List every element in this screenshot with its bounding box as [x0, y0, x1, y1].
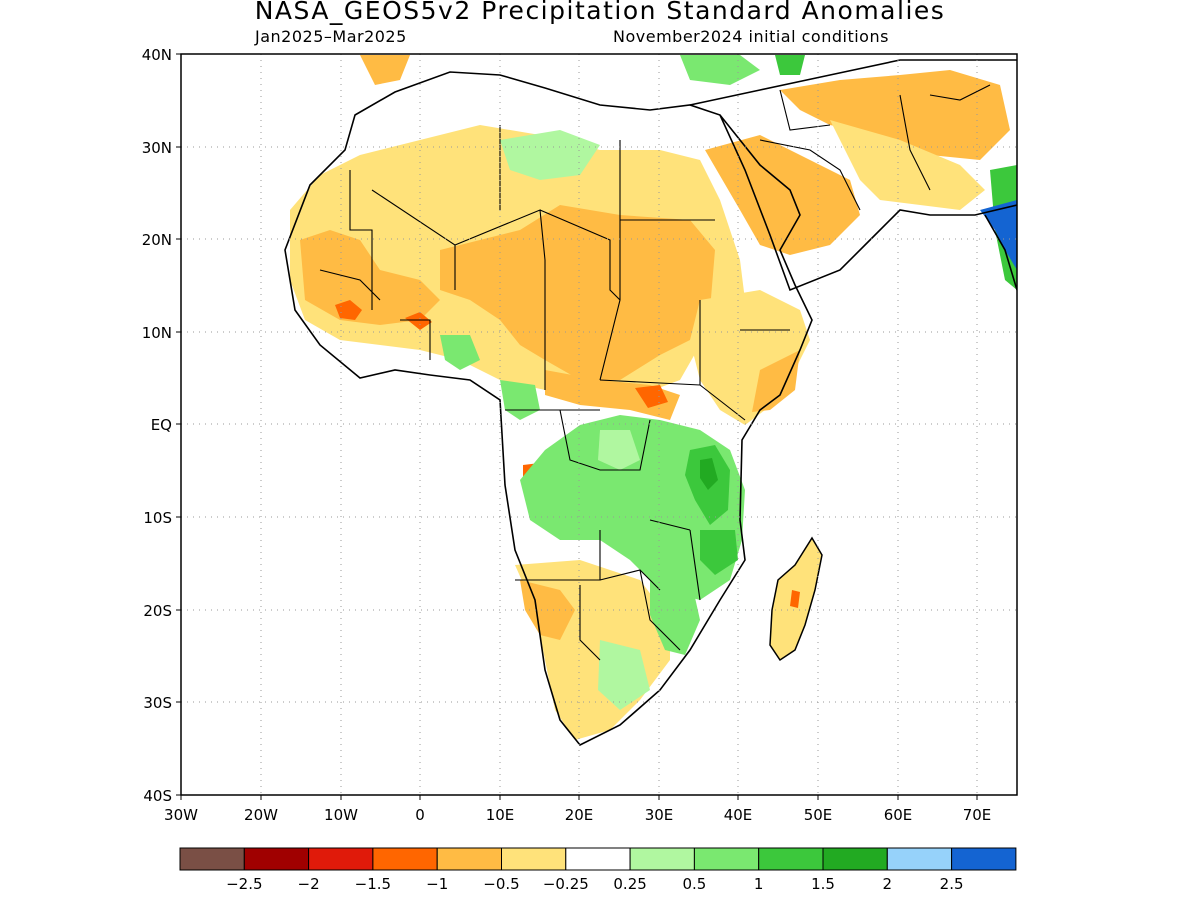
light-wet-congo-east: [598, 430, 640, 470]
colorbar: [179, 847, 1017, 871]
colorbar-label: 2: [883, 875, 893, 893]
lat-label: 40N: [142, 46, 172, 64]
lat-label: 20N: [142, 231, 172, 249]
axis-ticks: [176, 53, 978, 800]
latitude-labels: 40N 30N 20N 10N EQ 10S 20S 30S 40S: [142, 46, 172, 805]
wet-mideast-north: [680, 55, 760, 85]
dry-north-mediterranean: [360, 55, 410, 85]
colorbar-swatch: [758, 847, 824, 871]
lat-label: 10N: [142, 324, 172, 342]
lon-label: 50E: [804, 806, 833, 824]
colorbar-label: −0.5: [483, 875, 519, 893]
gridlines: [181, 54, 1017, 795]
wet-zimbabwe: [650, 575, 700, 655]
dry-madagascar-core: [790, 590, 800, 608]
coastlines: [284, 59, 1017, 747]
wet-maghreb: [500, 130, 600, 180]
strong-wet-tanzania-core: [700, 458, 718, 490]
lon-label: 10E: [486, 806, 515, 824]
longitude-labels: 30W 20W 10W 0 10E 20E 30E 40E 50E 60E 70…: [164, 806, 991, 824]
very-wet-india-coast: [980, 200, 1017, 270]
moderate-dry-iran: [780, 70, 1010, 160]
map-title: NASA_GEOS5v2 Precipitation Standard Anom…: [254, 0, 946, 25]
colorbar-swatch: [308, 847, 374, 871]
lon-label: 30W: [164, 806, 198, 824]
lon-label: 70E: [963, 806, 992, 824]
colorbar-label: −1.5: [355, 875, 391, 893]
wet-west-coast: [440, 335, 480, 370]
lat-label: EQ: [151, 416, 172, 434]
wet-caspian: [775, 55, 805, 75]
dry-central-congo: [545, 370, 680, 420]
colorbar-swatch: [886, 847, 953, 871]
colorbar-swatch: [179, 847, 245, 871]
lat-label: 30N: [142, 139, 172, 157]
colorbar-label: −1: [426, 875, 448, 893]
lat-label: 30S: [143, 694, 172, 712]
strong-dry-congo: [635, 385, 668, 408]
moderate-dry-somalia: [752, 350, 800, 412]
colorbar-swatch: [629, 847, 695, 871]
lat-label: 40S: [143, 787, 172, 805]
colorbar-swatch: [951, 847, 1017, 871]
lat-label: 20S: [143, 602, 172, 620]
lon-label: 60E: [884, 806, 913, 824]
colorbar-swatch: [372, 847, 438, 871]
lon-label: 40E: [724, 806, 753, 824]
lon-label: 0: [415, 806, 425, 824]
colorbar-label: −2.5: [226, 875, 262, 893]
forecast-period: Jan2025–Mar2025: [255, 27, 407, 46]
strong-dry-guinea: [405, 312, 432, 330]
colorbar-swatch: [436, 847, 503, 871]
strong-wet-mozambique: [700, 530, 738, 575]
colorbar-swatch: [693, 847, 760, 871]
colorbar-label: −2: [298, 875, 320, 893]
colorbar-swatch: [565, 847, 631, 871]
lon-label: 10W: [324, 806, 358, 824]
colorbar-label: 0.25: [613, 875, 646, 893]
colorbar-labels: −2.5 −2 −1.5 −1 −0.5 −0.25 0.25 0.5 1 1.…: [226, 875, 963, 893]
light-dry-mideast: [830, 120, 985, 210]
initial-conditions: November2024 initial conditions: [613, 27, 889, 46]
moderate-dry-arabia: [705, 135, 860, 255]
lon-label: 20W: [244, 806, 278, 824]
colorbar-swatch: [243, 847, 310, 871]
colorbar-label: 1.5: [811, 875, 835, 893]
lon-label: 20E: [565, 806, 594, 824]
colorbar-swatch: [822, 847, 888, 871]
lat-label: 10S: [143, 509, 172, 527]
colorbar-label: −0.25: [543, 875, 589, 893]
map-area: [284, 55, 1017, 747]
moderate-dry-westsahara: [300, 230, 440, 325]
colorbar-label: 1: [754, 875, 764, 893]
light-wet-south: [598, 640, 650, 710]
moderate-dry-central: [440, 205, 715, 380]
strong-dry-westafrica: [335, 300, 362, 320]
colorbar-label: 0.5: [682, 875, 706, 893]
colorbar-swatch: [501, 847, 567, 871]
lon-label: 30E: [645, 806, 674, 824]
colorbar-label: 2.5: [940, 875, 964, 893]
country-borders: [319, 84, 991, 661]
